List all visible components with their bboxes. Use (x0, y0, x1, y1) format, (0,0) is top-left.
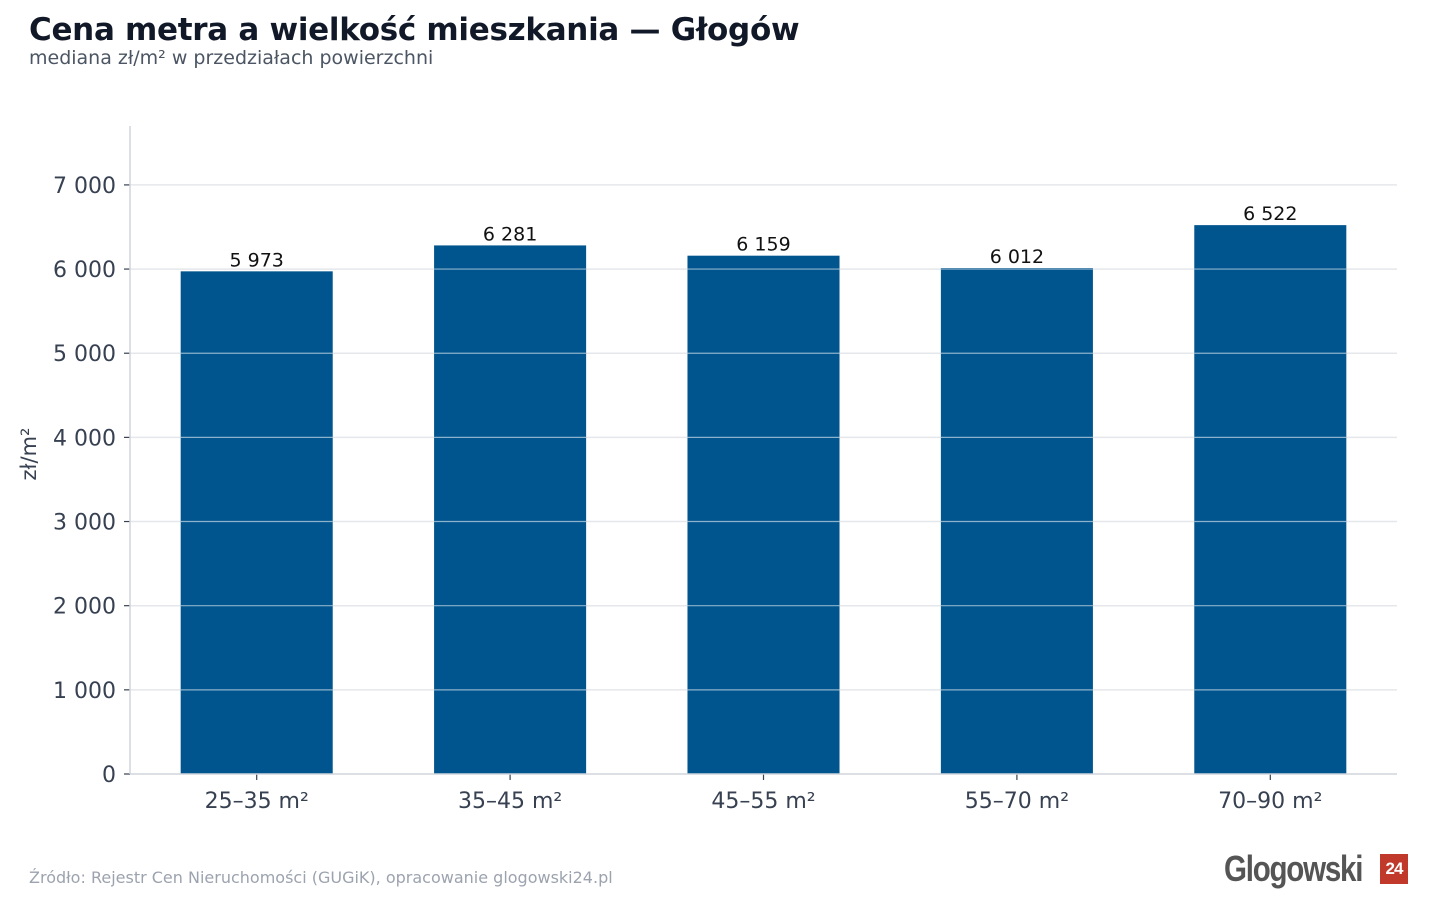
y-axis-label: zł/m² (17, 428, 41, 481)
axes (124, 126, 1397, 780)
y-tick-label: 5 000 (53, 342, 116, 367)
bar-value-label: 6 281 (483, 223, 537, 245)
labels: 0 1 000 2 000 3 000 4 000 5 000 6 000 7 000 5 97… (17, 174, 1322, 814)
source-note: Źródło: Rejestr Cen Nieruchomości (GUGiK… (29, 868, 613, 887)
logo-text: Glogowski (1224, 848, 1363, 889)
chart-subtitle: mediana zł/m² w przedziałach powierzchni (29, 47, 434, 69)
y-tick-label: 7 000 (53, 174, 116, 199)
bar (434, 245, 587, 775)
x-tick-label: 25–35 m² (205, 789, 309, 814)
logo-badge: 24 (1380, 854, 1408, 884)
brand-logo[interactable]: Glogowski 24 (1224, 848, 1408, 890)
y-tick-label: 0 (102, 763, 116, 788)
bar (687, 255, 840, 775)
bars (180, 225, 1347, 775)
y-tick-label: 2 000 (53, 595, 116, 620)
bar (180, 271, 333, 774)
x-tick-label: 55–70 m² (965, 789, 1069, 814)
chart-title: Cena metra a wielkość mieszkania — Głogó… (29, 12, 800, 48)
bar-value-label: 6 159 (736, 234, 790, 256)
bar (1194, 225, 1347, 774)
x-tick-label: 45–55 m² (711, 789, 815, 814)
y-tick-label: 3 000 (53, 511, 116, 536)
x-tick-label: 70–90 m² (1218, 789, 1322, 814)
bar-value-label: 6 012 (990, 246, 1044, 268)
y-tick-label: 6 000 (53, 258, 116, 283)
bar-value-label: 6 522 (1243, 203, 1297, 225)
y-tick-label: 4 000 (53, 426, 116, 451)
bar-value-label: 5 973 (229, 249, 283, 271)
y-tick-label: 1 000 (53, 679, 116, 704)
x-tick-label: 35–45 m² (458, 789, 562, 814)
